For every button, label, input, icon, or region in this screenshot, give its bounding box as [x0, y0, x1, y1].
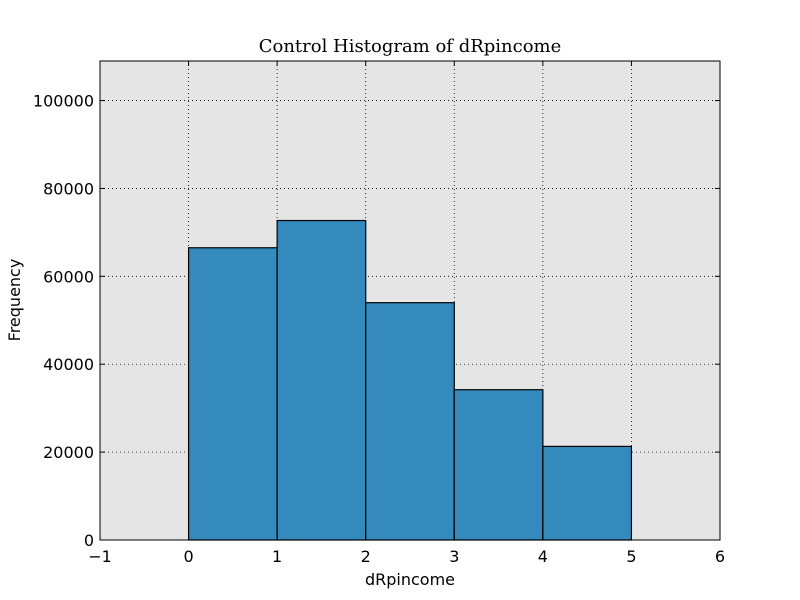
x-tick-label: 2 — [361, 547, 371, 566]
y-tick-label: 100000 — [33, 92, 94, 111]
tick-marks — [99, 61, 721, 541]
y-tick-label: 0 — [84, 531, 94, 550]
histogram-bar — [187, 247, 278, 541]
x-tick-label: 4 — [538, 547, 548, 566]
x-tick-label: 1 — [272, 547, 282, 566]
y-tick-label: 60000 — [43, 267, 94, 286]
bars — [187, 219, 633, 541]
x-tick-label: 0 — [183, 547, 193, 566]
plot-frame — [99, 60, 721, 541]
x-axis-label: dRpincome — [365, 570, 455, 589]
histogram-bar — [453, 389, 544, 541]
chart-title: Control Histogram of dRpincome — [259, 36, 562, 57]
y-tick-label: 20000 — [43, 443, 94, 462]
y-axis-label: Frequency — [5, 259, 24, 342]
x-tick-labels: −1 0 1 2 3 4 5 6 — [88, 547, 725, 566]
histogram-bar — [365, 302, 455, 541]
x-tick-label: 5 — [626, 547, 636, 566]
x-tick-label: 6 — [715, 547, 725, 566]
histogram-bar — [542, 445, 633, 541]
y-tick-label: 40000 — [43, 355, 94, 374]
x-tick-label: −1 — [88, 547, 112, 566]
y-tick-label: 80000 — [43, 179, 94, 198]
histogram-bar — [276, 219, 367, 541]
y-tick-labels: 0 20000 40000 60000 80000 100000 — [33, 92, 94, 550]
x-tick-label: 3 — [449, 547, 459, 566]
